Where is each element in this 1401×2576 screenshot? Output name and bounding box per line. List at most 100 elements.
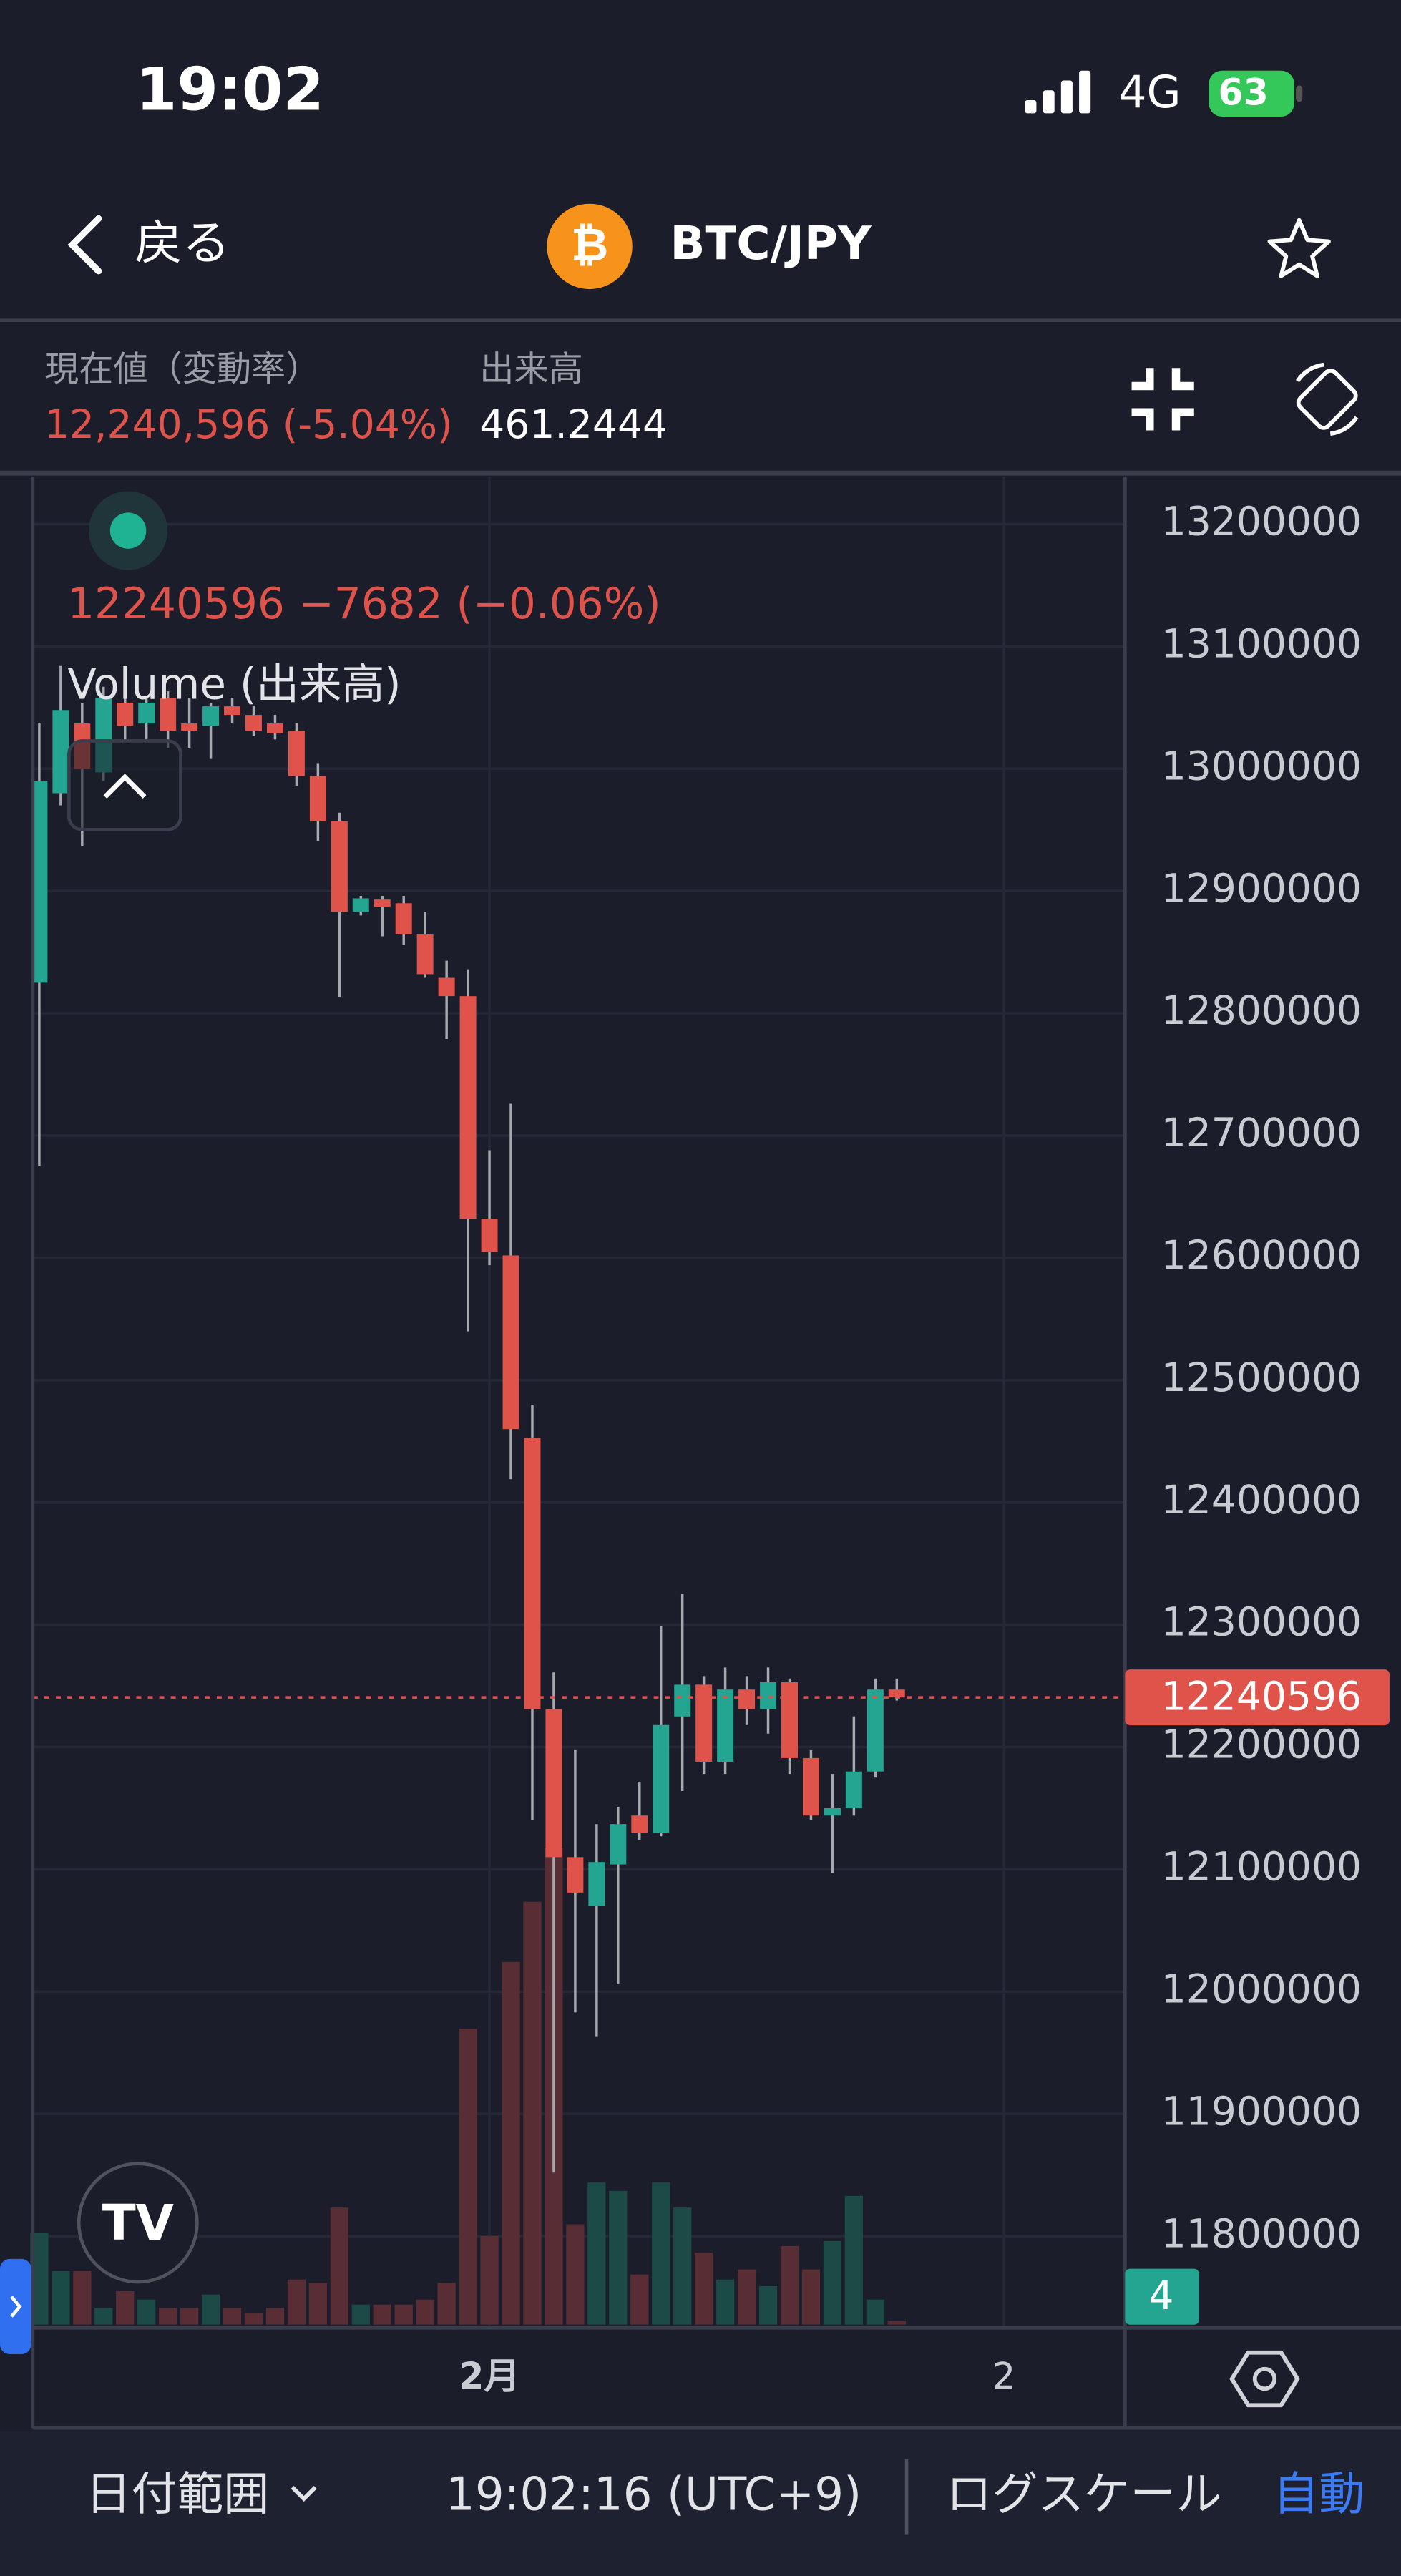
network: 4G: [1118, 66, 1181, 118]
candle-body: [224, 706, 241, 716]
candle-body: [631, 1815, 648, 1833]
candle-body: [717, 1689, 734, 1762]
volume-label: 出来高: [479, 349, 583, 389]
volume-bar: [695, 2253, 713, 2325]
back-icon[interactable]: [67, 215, 102, 275]
collapse-button[interactable]: [1131, 368, 1194, 431]
date-range-button[interactable]: 日付範囲: [85, 2467, 269, 2521]
volume-bar: [780, 2245, 799, 2325]
volume-bar: [587, 2182, 606, 2325]
coin-icon: [547, 203, 633, 290]
x-tick-label: 2: [992, 2355, 1015, 2397]
volume-bar: [94, 2308, 113, 2325]
volume-bar: [330, 2207, 348, 2325]
candle-body: [395, 903, 412, 935]
volume-bar: [844, 2195, 863, 2325]
chart: 11800000 11900000 12000000 12100000 12200000…: [30, 476, 1362, 2397]
volume-bar: [523, 1901, 542, 2325]
price-value: 12,240,596 (-5.04%): [44, 401, 453, 447]
log-scale-button[interactable]: ログスケール: [946, 2467, 1222, 2521]
candle-body: [781, 1682, 798, 1758]
battery: [1209, 70, 1294, 117]
volume-bar: [823, 2240, 842, 2325]
dropdown-icon: [291, 2485, 317, 2502]
volume-bar: [308, 2283, 328, 2325]
volume-bar: [137, 2299, 156, 2325]
clock: 19:02: [136, 55, 324, 124]
volume-bar: [351, 2304, 370, 2325]
last-price-tag: [1125, 1669, 1390, 1726]
candle-body: [674, 1684, 691, 1717]
volume-bar: [630, 2274, 649, 2325]
volume-bar: [159, 2308, 177, 2325]
candle-body: [309, 776, 326, 821]
candle-body: [545, 1709, 562, 1858]
volume-bar: [223, 2308, 242, 2325]
candle-body: [459, 996, 477, 1219]
candle-body: [502, 1255, 519, 1430]
volume-bar: [758, 2285, 778, 2325]
volume-bar: [502, 1961, 520, 2325]
candle-body: [438, 977, 455, 997]
y-tick-label: 12100000: [1161, 1844, 1362, 1890]
coin-symbol: ₿: [571, 218, 608, 272]
y-tick-label: 12200000: [1161, 1722, 1362, 1767]
side-panel-handle[interactable]: [0, 2258, 31, 2355]
volume-bar: [801, 2269, 821, 2325]
candle-body: [653, 1724, 670, 1833]
candle-body: [331, 821, 348, 912]
last-price-label: 12240596: [1161, 1674, 1362, 1719]
settings-button[interactable]: [1229, 2350, 1300, 2408]
volume-bar: [287, 2279, 306, 2325]
volume-bar: [394, 2304, 413, 2325]
candle-body: [181, 723, 198, 731]
candle-body: [374, 899, 391, 907]
candle-body: [481, 1219, 498, 1252]
y-tick-label: 11900000: [1161, 2088, 1362, 2134]
legend-toggle[interactable]: [67, 739, 182, 831]
auto-scale-button[interactable]: 自動: [1273, 2467, 1365, 2521]
candle-body: [567, 1857, 584, 1893]
volume-bar: [373, 2304, 391, 2325]
rotate-button[interactable]: [1295, 362, 1359, 436]
candle-body: [245, 715, 262, 731]
side-panel-icon: [10, 2296, 22, 2318]
y-tick-label: 13100000: [1161, 620, 1362, 666]
signal-icon: [1025, 70, 1091, 114]
volume-bar: [866, 2299, 884, 2325]
back-button[interactable]: 戻る: [135, 215, 230, 270]
candle-body: [824, 1807, 841, 1816]
candle-body: [610, 1824, 627, 1865]
candle-body: [867, 1689, 884, 1772]
y-tick-label: 12800000: [1161, 987, 1362, 1033]
candle-body: [52, 710, 69, 794]
volume-bar: [673, 2207, 692, 2325]
y-tick-label: 13200000: [1161, 499, 1362, 545]
candle-body: [888, 1689, 905, 1698]
volume-bar: [716, 2279, 735, 2325]
y-tick-label: 12300000: [1161, 1599, 1362, 1645]
volume-bar: [566, 2224, 585, 2325]
battery-cap: [1296, 85, 1303, 102]
battery-level: 63: [1219, 72, 1269, 114]
y-tick-label: 11800000: [1161, 2210, 1362, 2256]
candle-body: [117, 702, 134, 726]
volume-bar: [609, 2190, 628, 2325]
x-tick-label: 2月: [459, 2355, 520, 2397]
candle-body: [138, 702, 155, 724]
legend-values: 12240596 −7682 (−0.06%): [67, 580, 661, 629]
y-tick-label: 12900000: [1161, 865, 1362, 911]
candle-body: [160, 698, 177, 731]
favorite-button[interactable]: [1267, 218, 1331, 278]
price-label: 現在値（変動率）: [44, 349, 320, 389]
tv-logo[interactable]: [77, 2162, 199, 2284]
pair-title: BTC/JPY: [670, 217, 872, 270]
volume-bar: [116, 2291, 135, 2325]
timestamp: 19:02:16 (UTC+9): [446, 2467, 861, 2521]
candle-body: [845, 1771, 862, 1808]
volume-bar: [244, 2313, 263, 2325]
candle-body: [416, 934, 434, 975]
